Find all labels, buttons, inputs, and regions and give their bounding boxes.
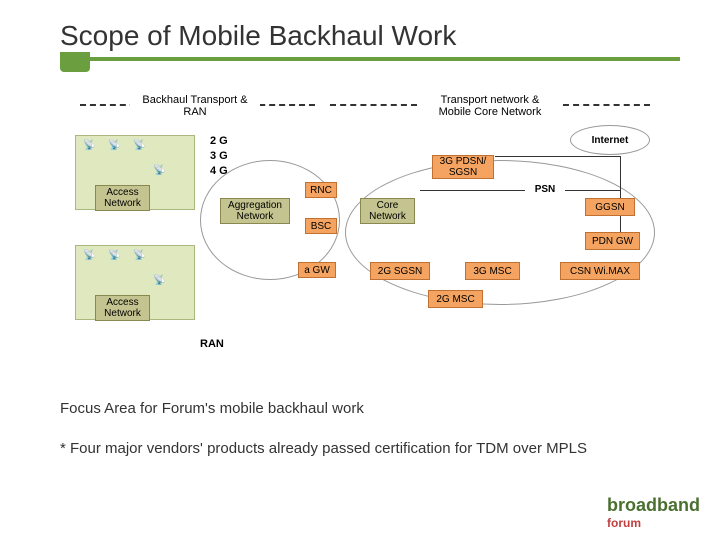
- rnc-box: RNC: [305, 182, 337, 198]
- bsc-box: BSC: [305, 218, 337, 234]
- access-network-1: Access Network: [95, 185, 150, 211]
- psn-label: PSN: [525, 182, 565, 197]
- agw-box: a GW: [298, 262, 336, 278]
- psn-line: [420, 190, 525, 191]
- ran-label: RAN: [200, 338, 224, 350]
- aggregation-network: Aggregation Network: [220, 198, 290, 224]
- tower-icon: [85, 140, 97, 160]
- logo: broadband forum: [607, 495, 700, 530]
- tower-icon: [85, 250, 97, 270]
- scope-label-right: Transport network & Mobile Core Network: [420, 94, 560, 118]
- pdsn-box: 3G PDSN/ SGSN: [432, 155, 494, 179]
- tower-icon: [155, 165, 167, 185]
- logo-forum: forum: [607, 516, 641, 530]
- internet-cloud: Internet: [570, 125, 650, 155]
- note-text: * Four major vendors' products already p…: [60, 440, 600, 457]
- focus-text: Focus Area for Forum's mobile backhaul w…: [60, 400, 364, 417]
- msc2g-box: 2G MSC: [428, 290, 483, 308]
- psn-line: [565, 190, 620, 191]
- tower-icon: [110, 140, 122, 160]
- access-network-2: Access Network: [95, 295, 150, 321]
- core-network: Core Network: [360, 198, 415, 224]
- diagram-area: Backhaul Transport & RAN Transport netwo…: [80, 90, 660, 390]
- csn-box: CSN Wi.MAX: [560, 262, 640, 280]
- gen-3g: 3 G: [210, 150, 228, 162]
- title-tab: [60, 52, 90, 72]
- psn-line: [495, 156, 621, 157]
- ggsn-box: GGSN: [585, 198, 635, 216]
- sgsn2g-box: 2G SGSN: [370, 262, 430, 280]
- tower-icon: [155, 275, 167, 295]
- tower-icon: [135, 140, 147, 160]
- tower-icon: [135, 250, 147, 270]
- logo-broadband: broadband: [607, 495, 700, 515]
- psn-line: [620, 156, 621, 236]
- title-rule: [60, 57, 680, 61]
- pdngw-box: PDN GW: [585, 232, 640, 250]
- tower-icon: [110, 250, 122, 270]
- msc3g-box: 3G MSC: [465, 262, 520, 280]
- scope-label-left: Backhaul Transport & RAN: [130, 94, 260, 118]
- page-title: Scope of Mobile Backhaul Work: [0, 0, 720, 57]
- gen-2g: 2 G: [210, 135, 228, 147]
